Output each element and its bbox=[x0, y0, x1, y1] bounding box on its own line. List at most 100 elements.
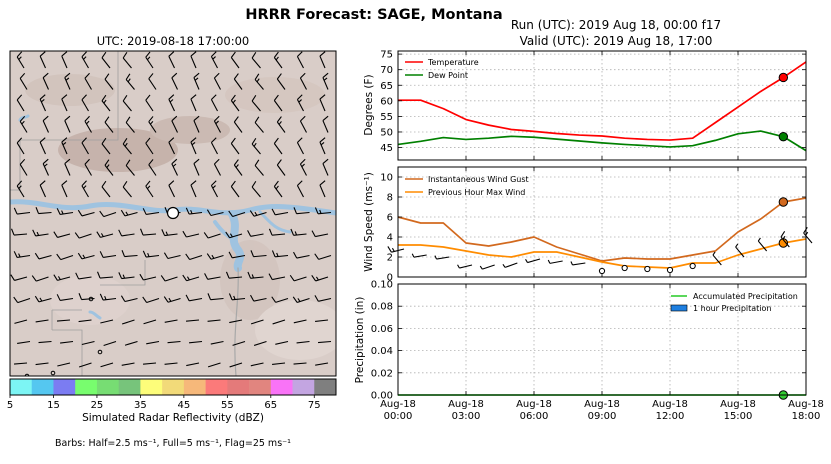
wind-barb bbox=[230, 51, 240, 69]
wind-barb bbox=[273, 180, 283, 198]
wind-barb bbox=[64, 115, 71, 133]
calm-wind-circle bbox=[598, 267, 606, 275]
wind-barb bbox=[140, 228, 157, 236]
colorbar-tick-label: 45 bbox=[177, 400, 190, 411]
wind-barb bbox=[271, 208, 289, 216]
map-calm-circles bbox=[24, 296, 103, 376]
wind-barb bbox=[14, 319, 28, 324]
colorbar-cell bbox=[140, 379, 163, 395]
wind-barb bbox=[251, 95, 261, 112]
colorbar-label: Simulated Radar Reflectivity (dBZ) bbox=[82, 412, 264, 424]
y-tick-label: 75 bbox=[380, 50, 393, 61]
colorbar-tick-label: 65 bbox=[264, 400, 277, 411]
wind-barb bbox=[186, 362, 200, 367]
reflectivity-colorbar: 5 15 25 35 45 55 65 75 Simulated Radar Reflecti… bbox=[7, 378, 337, 424]
wind-barb bbox=[125, 116, 135, 133]
y-tick-label: 0 bbox=[387, 273, 393, 284]
colorbar-cell bbox=[10, 379, 33, 395]
wind-barb bbox=[19, 158, 28, 176]
calm-wind-circle bbox=[644, 265, 651, 273]
colorbar-tick-label: 55 bbox=[221, 400, 234, 411]
wind-barb bbox=[53, 231, 71, 238]
wind-barb bbox=[96, 231, 114, 238]
wind-barb bbox=[81, 340, 95, 346]
wind-barb bbox=[34, 252, 52, 260]
colorbar-cell bbox=[249, 379, 272, 395]
wind-barb bbox=[190, 94, 197, 112]
wind-barb bbox=[99, 251, 117, 258]
wind-barb bbox=[163, 296, 181, 303]
wind-barb bbox=[39, 180, 47, 198]
wind-barb bbox=[319, 51, 326, 69]
wind-barb bbox=[122, 95, 132, 112]
wind-barb bbox=[311, 230, 329, 238]
colorbar-cell bbox=[75, 379, 98, 395]
run-time-label: Run (UTC): 2019 Aug 18, 00:00 f17 bbox=[511, 18, 721, 32]
y-tick-label: 0.00 bbox=[371, 391, 393, 402]
wind-barb bbox=[78, 362, 92, 368]
wind-barb bbox=[42, 158, 50, 176]
wind-barb bbox=[293, 362, 307, 365]
wind-barb bbox=[148, 159, 157, 176]
wind-barb bbox=[225, 231, 243, 239]
series-line bbox=[398, 238, 807, 269]
wind-barb bbox=[210, 51, 218, 69]
wind-barb bbox=[60, 340, 74, 344]
wind-barb bbox=[271, 250, 289, 258]
wind-barb bbox=[16, 94, 25, 112]
wind-barb bbox=[213, 72, 221, 90]
wind-barb bbox=[142, 250, 160, 258]
wind-barb bbox=[13, 251, 31, 258]
wind-barb bbox=[213, 115, 221, 133]
wind-barb bbox=[276, 116, 286, 133]
wind-barb bbox=[268, 228, 286, 236]
wind-barb bbox=[35, 207, 52, 215]
wind-barb bbox=[17, 340, 31, 344]
wind-barb bbox=[251, 138, 261, 155]
wind-barb bbox=[143, 362, 157, 365]
x-tick-label: 18:00 bbox=[792, 411, 821, 422]
wind-barb bbox=[299, 115, 307, 133]
x-tick-label: 15:00 bbox=[724, 411, 753, 422]
site-marker[interactable] bbox=[166, 206, 180, 220]
wind-barb bbox=[77, 209, 95, 217]
wind-barb-row bbox=[387, 227, 813, 275]
wind-barb bbox=[457, 264, 473, 269]
wind-barb bbox=[125, 159, 135, 176]
wind-barb bbox=[61, 137, 68, 155]
wind-barb bbox=[247, 271, 264, 279]
wind-barb bbox=[168, 180, 175, 198]
wind-barb bbox=[272, 319, 286, 325]
wind-barb bbox=[230, 137, 240, 155]
wind-barb bbox=[232, 340, 246, 346]
wind-barb bbox=[322, 158, 329, 176]
wind-barb bbox=[145, 180, 154, 198]
colorbar-cell bbox=[205, 379, 228, 395]
wind-barb bbox=[16, 51, 25, 69]
x-tick-label: Aug-18 bbox=[788, 399, 824, 410]
wind-barb bbox=[120, 209, 138, 217]
colorbar-cell bbox=[118, 379, 141, 395]
wind-barb bbox=[61, 94, 68, 112]
wind-barb bbox=[479, 264, 495, 270]
wind-barb bbox=[171, 115, 178, 133]
colorbar-cell bbox=[53, 379, 76, 395]
wind-barb bbox=[190, 137, 197, 155]
wind-barb bbox=[272, 362, 286, 365]
wind-barb bbox=[502, 262, 518, 268]
colorbar-tick-label: 35 bbox=[134, 400, 147, 411]
wind-barb bbox=[13, 207, 31, 215]
temperature-y-label: Degrees (F) bbox=[363, 74, 375, 135]
wind-barb bbox=[319, 137, 326, 155]
wind-barb bbox=[311, 275, 329, 282]
wind-barb bbox=[210, 340, 224, 345]
wind-barb bbox=[322, 115, 329, 133]
wind-barb bbox=[32, 229, 49, 237]
colorbar-cell bbox=[96, 379, 119, 395]
precipitation-panel: 0.000.020.040.060.080.10 Aug-1800:00Aug-… bbox=[354, 280, 824, 423]
wind-barb bbox=[322, 72, 329, 90]
wind-barb bbox=[570, 261, 586, 266]
y-tick-label: 65 bbox=[380, 81, 393, 92]
wind-barb bbox=[38, 340, 52, 344]
